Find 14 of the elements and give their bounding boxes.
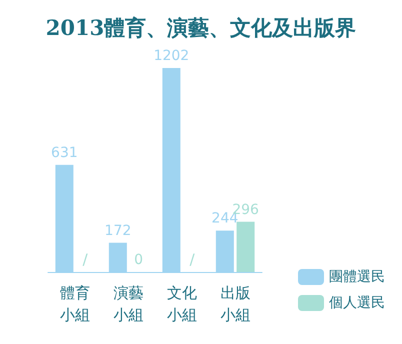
bar <box>236 222 255 272</box>
data-label: 172 <box>104 222 132 239</box>
legend-label: 個人選民 <box>329 295 385 311</box>
chart-title: 2013體育、演藝、文化及出版界 <box>46 15 356 40</box>
x-tick-label: 體育小組 <box>60 284 90 324</box>
text: / <box>82 250 88 268</box>
data-label: 1202 <box>154 48 190 64</box>
legend-label: 團體選民 <box>329 269 385 285</box>
data-label: 631 <box>51 144 78 161</box>
x-tick-label: 文化小組 <box>166 284 197 324</box>
text: / <box>190 250 195 268</box>
x-tick-label: 出版小組 <box>220 284 250 324</box>
x-tick-label: 演藝小組 <box>113 284 144 324</box>
data-label: 0 <box>134 252 144 268</box>
